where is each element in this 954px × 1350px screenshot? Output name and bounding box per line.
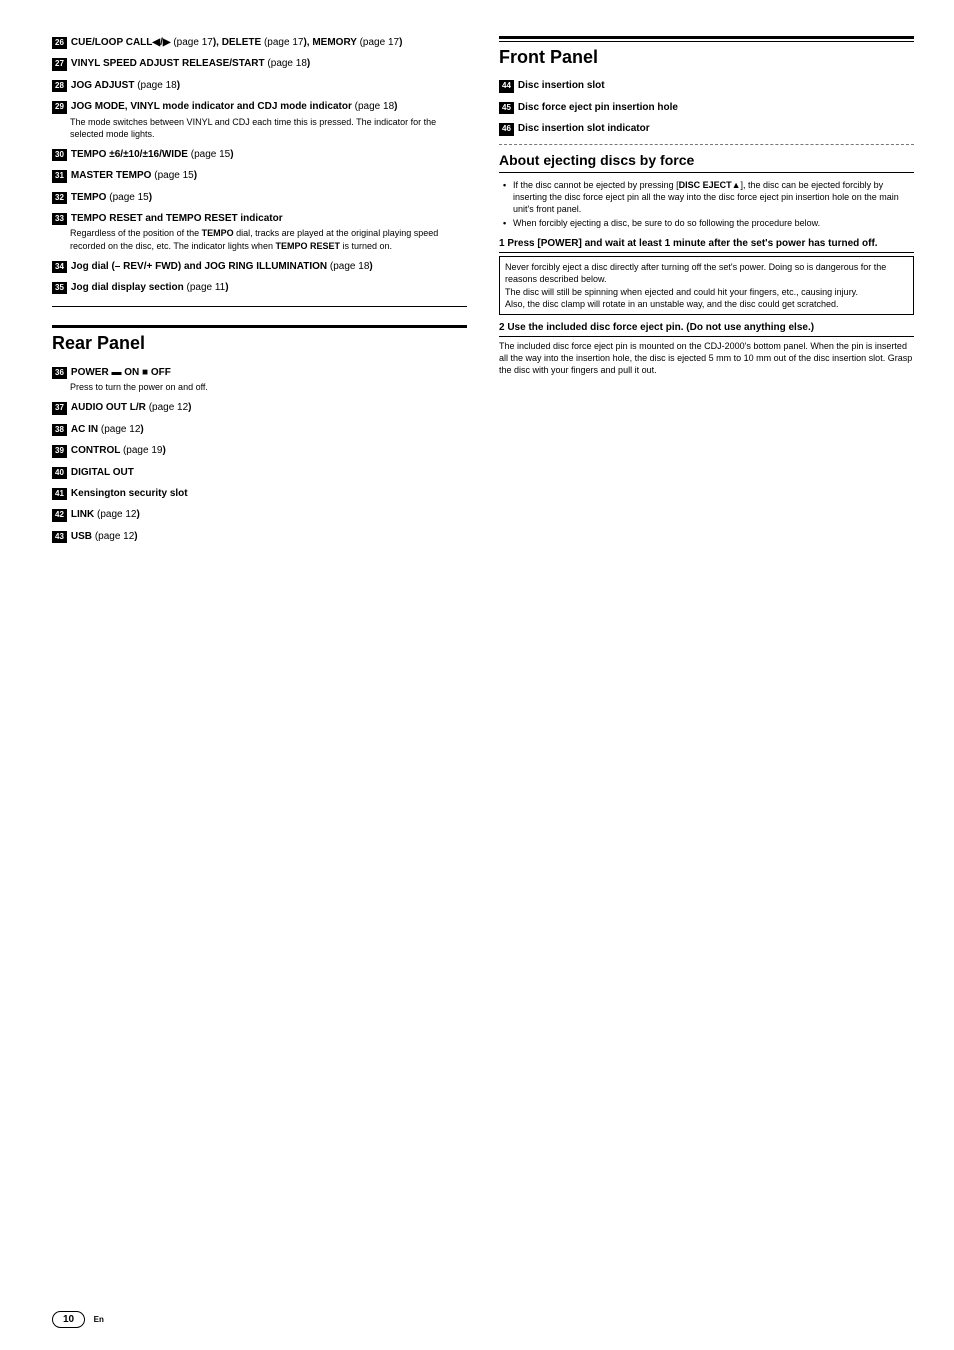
list-item: 27VINYL SPEED ADJUST RELEASE/START (page…	[52, 57, 467, 70]
list-item: 37AUDIO OUT L/R (page 12)	[52, 401, 467, 414]
list-item: 44Disc insertion slot	[499, 79, 914, 92]
page-footer: 10 En	[52, 1311, 104, 1328]
list-item: 28JOG ADJUST (page 18)	[52, 79, 467, 92]
item-number: 44	[499, 80, 514, 92]
item-number: 42	[52, 509, 67, 521]
item-description: The mode switches between VINYL and CDJ …	[70, 116, 467, 140]
item-number: 36	[52, 367, 67, 379]
rear-panel-heading: Rear Panel	[52, 325, 467, 355]
list-item: 38AC IN (page 12)	[52, 423, 467, 436]
page-language: En	[94, 1315, 104, 1324]
bullet-item: When forcibly ejecting a disc, be sure t…	[503, 217, 914, 229]
item-number: 32	[52, 192, 67, 204]
item-number: 29	[52, 101, 67, 113]
item-number: 35	[52, 282, 67, 294]
item-description: Press to turn the power on and off.	[70, 381, 467, 393]
item-number: 46	[499, 123, 514, 135]
list-item: 36POWER ▬ ON ■ OFFPress to turn the powe…	[52, 366, 467, 394]
item-number: 40	[52, 467, 67, 479]
list-item: 41Kensington security slot	[52, 487, 467, 500]
eject-bullets: If the disc cannot be ejected by pressin…	[503, 179, 914, 230]
list-item: 32TEMPO (page 15)	[52, 191, 467, 204]
list-item: 26CUE/LOOP CALL◀/▶ (page 17), DELETE (pa…	[52, 36, 467, 49]
list-item: 46Disc insertion slot indicator	[499, 122, 914, 135]
left-column: 26CUE/LOOP CALL◀/▶ (page 17), DELETE (pa…	[52, 36, 467, 551]
item-number: 41	[52, 488, 67, 500]
item-description: Regardless of the position of the TEMPO …	[70, 227, 467, 251]
list-item: 33TEMPO RESET and TEMPO RESET indicatorR…	[52, 212, 467, 252]
front-panel-heading: Front Panel	[499, 41, 914, 69]
list-item: 39CONTROL (page 19)	[52, 444, 467, 457]
item-number: 33	[52, 213, 67, 225]
list-item: 31MASTER TEMPO (page 15)	[52, 169, 467, 182]
step2-heading: 2 Use the included disc force eject pin.…	[499, 321, 914, 337]
list-item: 30TEMPO ±6/±10/±16/WIDE (page 15)	[52, 148, 467, 161]
list-item: 35Jog dial display section (page 11)	[52, 281, 467, 294]
item-number: 31	[52, 170, 67, 182]
list-item: 43USB (page 12)	[52, 530, 467, 543]
item-number: 38	[52, 424, 67, 436]
item-number: 45	[499, 102, 514, 114]
eject-subheading: About ejecting discs by force	[499, 151, 914, 173]
item-number: 37	[52, 402, 67, 414]
step2-body: The included disc force eject pin is mou…	[499, 340, 914, 376]
right-column: Front Panel 44Disc insertion slot 45Disc …	[499, 36, 914, 551]
item-number: 34	[52, 261, 67, 273]
list-item: 42LINK (page 12)	[52, 508, 467, 521]
item-number: 39	[52, 445, 67, 457]
list-item: 40DIGITAL OUT	[52, 466, 467, 479]
list-item: 45Disc force eject pin insertion hole	[499, 101, 914, 114]
item-number: 27	[52, 58, 67, 70]
item-number: 43	[52, 531, 67, 543]
step1-heading: 1 Press [POWER] and wait at least 1 minu…	[499, 237, 914, 253]
list-item: 29JOG MODE, VINYL mode indicator and CDJ…	[52, 100, 467, 140]
list-item: 34Jog dial (– REV/+ FWD) and JOG RING IL…	[52, 260, 467, 273]
item-number: 30	[52, 149, 67, 161]
page-number: 10	[52, 1311, 85, 1328]
warning-box: Never forcibly eject a disc directly aft…	[499, 256, 914, 315]
bullet-item: If the disc cannot be ejected by pressin…	[503, 179, 914, 215]
item-number: 28	[52, 80, 67, 92]
item-number: 26	[52, 37, 67, 49]
